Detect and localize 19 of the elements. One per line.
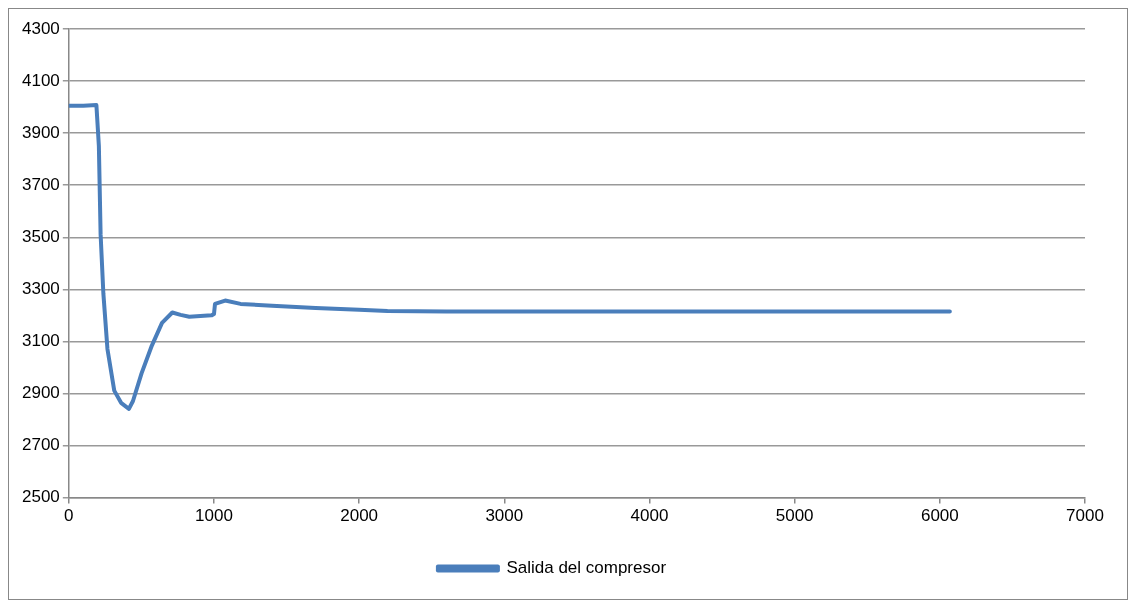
- y-tick-label: 3300: [21, 279, 60, 299]
- y-tick-label: 3700: [21, 174, 60, 194]
- x-tick-label: 7000: [1066, 506, 1104, 526]
- y-tick-label: 2500: [21, 487, 60, 507]
- y-tick-label: 3500: [21, 226, 60, 246]
- x-tick-label: 0: [64, 506, 74, 526]
- x-tick-label: 2000: [340, 506, 379, 526]
- y-tick-label: 4100: [21, 70, 60, 90]
- x-tick-label: 5000: [775, 506, 814, 526]
- legend-label: Salida del compresor: [506, 558, 667, 578]
- y-tick-label: 2900: [21, 383, 60, 403]
- x-tick-label: 1000: [195, 506, 233, 526]
- y-tick-label: 4300: [21, 18, 60, 38]
- y-tick-label: 3900: [21, 122, 60, 142]
- x-tick-label: 6000: [920, 506, 959, 526]
- x-tick-label: 3000: [485, 506, 524, 526]
- x-tick-label: 4000: [630, 506, 669, 526]
- y-tick-label: 2700: [21, 435, 60, 455]
- y-tick-label: 3100: [21, 331, 60, 351]
